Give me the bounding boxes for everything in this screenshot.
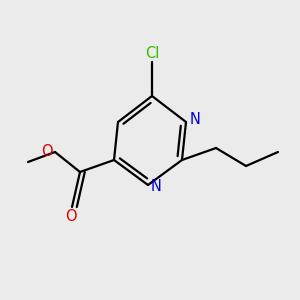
Text: N: N — [190, 112, 200, 127]
Text: Cl: Cl — [145, 46, 159, 61]
Text: O: O — [41, 145, 52, 160]
Text: O: O — [65, 209, 76, 224]
Text: N: N — [151, 179, 162, 194]
